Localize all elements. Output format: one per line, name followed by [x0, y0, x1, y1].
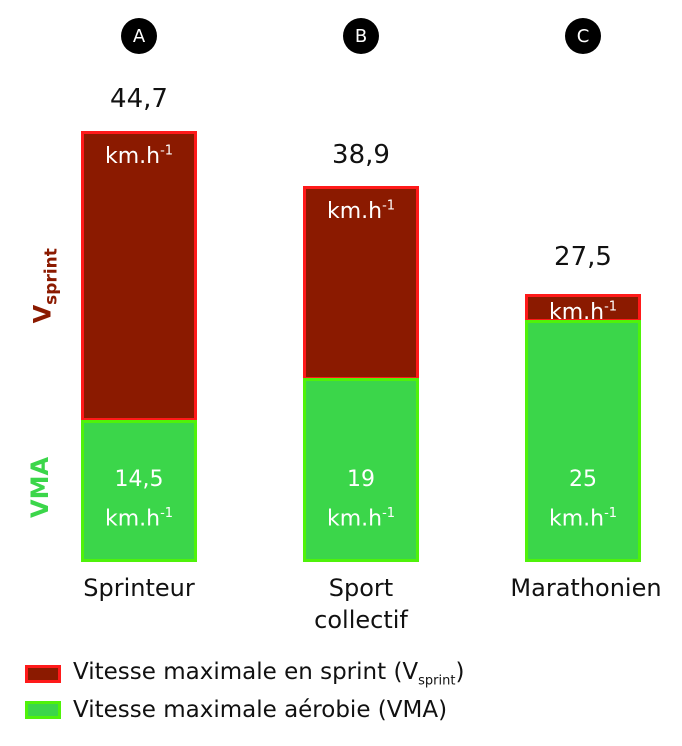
badge-label: A: [132, 25, 146, 47]
legend-swatch-vma: [25, 701, 61, 719]
vma-value: 19: [347, 467, 375, 492]
badge-label: C: [576, 25, 590, 47]
legend-swatch-sprint: [25, 665, 61, 683]
bar-vma-c: 25 km.h-1: [525, 320, 641, 562]
badge-b: B: [343, 18, 379, 54]
bar-sprint-b: km.h-1: [303, 186, 419, 380]
category-label-b: Sport collectif: [314, 574, 408, 634]
unit-label: km.h-1: [548, 300, 618, 326]
unit-label: km.h-1: [548, 506, 618, 532]
unit-label: km.h-1: [104, 144, 174, 170]
category-label-c: Marathonien: [510, 574, 662, 602]
badge-a: A: [121, 18, 157, 54]
axis-label-vma: VMA: [26, 456, 54, 518]
unit-label: km.h-1: [104, 506, 174, 532]
badge-label: B: [354, 25, 368, 47]
bar-vma-a: 14,5 km.h-1: [81, 420, 197, 562]
unit-label: km.h-1: [326, 506, 396, 532]
bar-sprint-a: km.h-1: [81, 131, 197, 421]
bar-vma-b: 19 km.h-1: [303, 378, 419, 562]
legend-item-vma: Vitesse maximale aérobie (VMA): [25, 692, 464, 728]
bar-sprint-c: km.h-1: [525, 294, 641, 326]
category-label-a: Sprinteur: [83, 574, 195, 602]
vma-value: 25: [569, 467, 597, 492]
legend-item-sprint: Vitesse maximale en sprint (Vsprint): [25, 656, 464, 692]
vma-value: 14,5: [114, 467, 164, 492]
total-label-c: 27,5: [554, 242, 612, 272]
total-label-a: 44,7: [110, 84, 168, 114]
legend: Vitesse maximale en sprint (Vsprint) Vit…: [25, 656, 464, 728]
total-label-b: 38,9: [332, 140, 390, 170]
badge-c: C: [565, 18, 601, 54]
unit-label: km.h-1: [326, 199, 396, 225]
axis-label-vsprint: Vsprint: [28, 248, 62, 324]
